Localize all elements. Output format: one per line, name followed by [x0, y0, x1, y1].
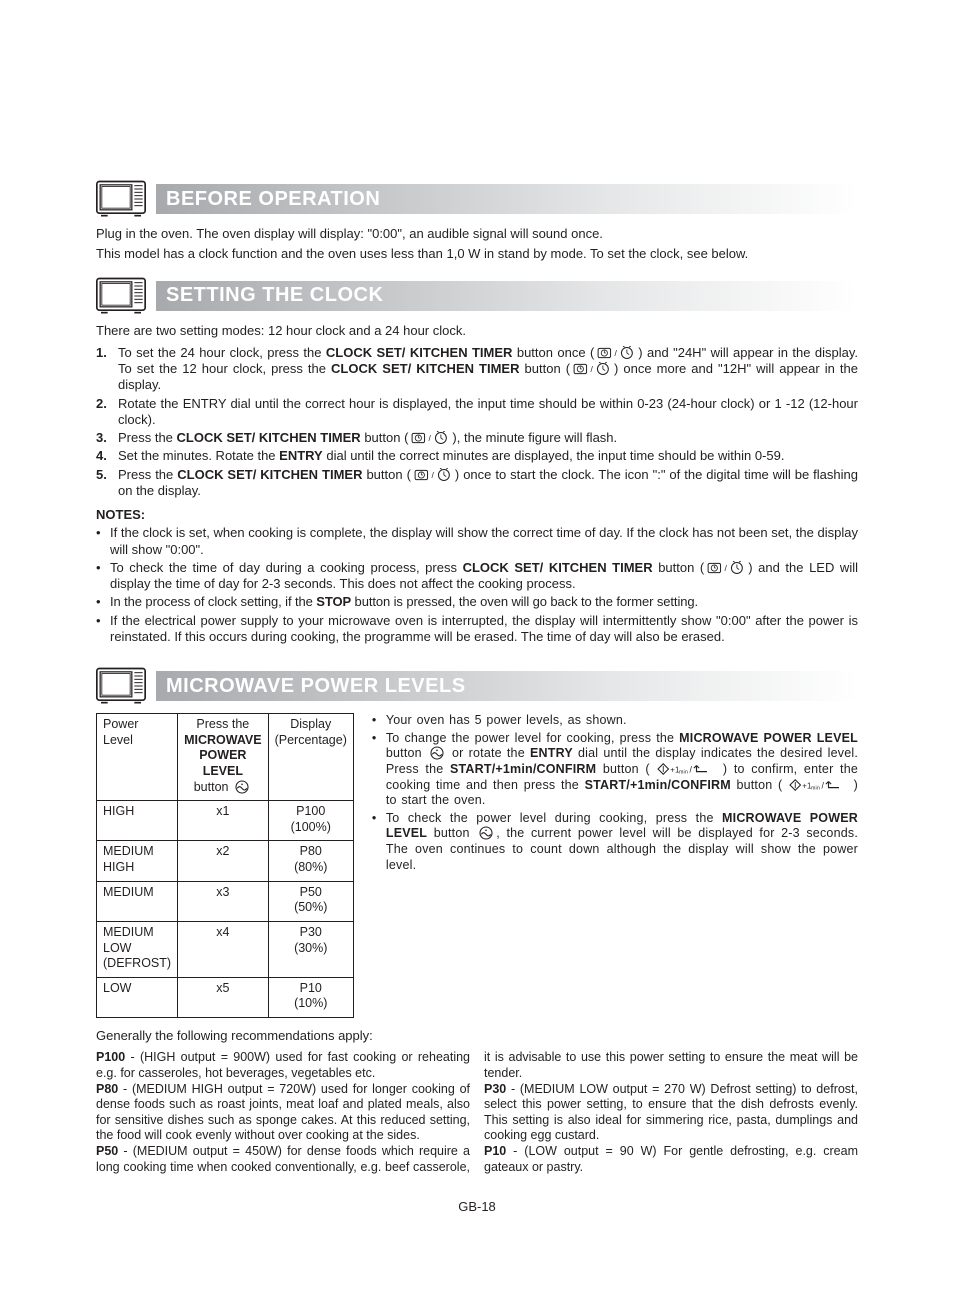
cell-press: x2: [178, 841, 269, 881]
start-confirm-icon: [656, 762, 716, 776]
microwave-icon: [96, 667, 146, 705]
header-title: SETTING THE CLOCK: [166, 283, 383, 308]
step-1: To set the 24 hour clock, press the CLOC…: [118, 345, 858, 394]
header-bar: SETTING THE CLOCK: [156, 281, 858, 311]
cell-display: P80(80%): [268, 841, 353, 881]
cell-display: P10(10%): [268, 977, 353, 1017]
before-op-p2: This model has a clock function and the …: [96, 246, 858, 262]
section-header-clock: SETTING THE CLOCK: [96, 277, 858, 315]
clock-steps: 1. To set the 24 hour clock, press the C…: [96, 345, 858, 499]
cell-level: MEDIUM LOW (DEFROST): [97, 921, 178, 977]
microwave-icon: [96, 277, 146, 315]
step-num: 4.: [96, 448, 118, 464]
power-level-table: Power Level Press the MICROWAVE POWER LE…: [96, 713, 354, 1018]
step-num: 2.: [96, 396, 118, 429]
cell-display: P100(100%): [268, 801, 353, 841]
bullet-1: Your oven has 5 power levels, as shown.: [386, 713, 858, 729]
clock-timer-icon: [408, 431, 452, 445]
notes-heading: NOTES:: [96, 507, 858, 523]
th-display: Display (Percentage): [268, 714, 353, 801]
cell-press: x5: [178, 977, 269, 1017]
step-4: Set the minutes. Rotate the ENTRY dial u…: [118, 448, 858, 464]
clock-notes: •If the clock is set, when cooking is co…: [96, 525, 858, 645]
power-wave-icon: [232, 780, 252, 794]
note-4: If the electrical power supply to your m…: [110, 613, 858, 646]
step-num: 1.: [96, 345, 118, 394]
cell-level: MEDIUM HIGH: [97, 841, 178, 881]
header-bar: BEFORE OPERATION: [156, 184, 858, 214]
header-bar: MICROWAVE POWER LEVELS: [156, 671, 858, 701]
microwave-icon: [96, 180, 146, 218]
power-wave-icon: [476, 826, 496, 840]
step-5: Press the CLOCK SET/ KITCHEN TIMER butto…: [118, 467, 858, 500]
note-3: In the process of clock setting, if the …: [110, 594, 858, 610]
clock-timer-icon: [594, 346, 638, 360]
cell-display: P30(30%): [268, 921, 353, 977]
cell-level: LOW: [97, 977, 178, 1017]
clock-intro: There are two setting modes: 12 hour clo…: [96, 323, 858, 339]
clock-timer-icon: [704, 561, 748, 575]
cell-level: HIGH: [97, 801, 178, 841]
cell-display: P50(50%): [268, 881, 353, 921]
before-op-p1: Plug in the oven. The oven display will …: [96, 226, 858, 242]
section-header-before-operation: BEFORE OPERATION: [96, 180, 858, 218]
bullet-2: To change the power level for cooking, p…: [386, 731, 858, 809]
cell-press: x4: [178, 921, 269, 977]
th-press: Press the MICROWAVE POWER LEVEL button: [178, 714, 269, 801]
step-3: Press the CLOCK SET/ KITCHEN TIMER butto…: [118, 430, 858, 446]
cell-level: MEDIUM: [97, 881, 178, 921]
cell-press: x3: [178, 881, 269, 921]
table-row: MEDIUMx3P50(50%): [97, 881, 354, 921]
table-row: LOWx5P10(10%): [97, 977, 354, 1017]
page-number: GB-18: [96, 1199, 858, 1215]
cell-press: x1: [178, 801, 269, 841]
step-num: 5.: [96, 467, 118, 500]
th-power-level: Power Level: [97, 714, 178, 801]
start-confirm-icon: [788, 778, 848, 792]
note-1: If the clock is set, when cooking is com…: [110, 525, 858, 558]
step-2: Rotate the ENTRY dial until the correct …: [118, 396, 858, 429]
clock-timer-icon: [570, 362, 614, 376]
table-row: MEDIUM LOW (DEFROST)x4P30(30%): [97, 921, 354, 977]
table-row: MEDIUM HIGHx2P80(80%): [97, 841, 354, 881]
section-header-power: MICROWAVE POWER LEVELS: [96, 667, 858, 705]
table-row: HIGHx1P100(100%): [97, 801, 354, 841]
header-title: BEFORE OPERATION: [166, 187, 380, 212]
note-2: To check the time of day during a cookin…: [110, 560, 858, 593]
bullet-3: To check the power level during cooking,…: [386, 811, 858, 874]
power-wave-icon: [427, 746, 447, 760]
generally-intro: Generally the following recommendations …: [96, 1028, 858, 1044]
clock-timer-icon: [411, 468, 455, 482]
step-num: 3.: [96, 430, 118, 446]
power-recommendations: P100 - (HIGH output = 900W) used for fas…: [96, 1050, 858, 1175]
header-title: MICROWAVE POWER LEVELS: [166, 674, 466, 699]
power-bullets: •Your oven has 5 power levels, as shown.…: [372, 713, 858, 875]
